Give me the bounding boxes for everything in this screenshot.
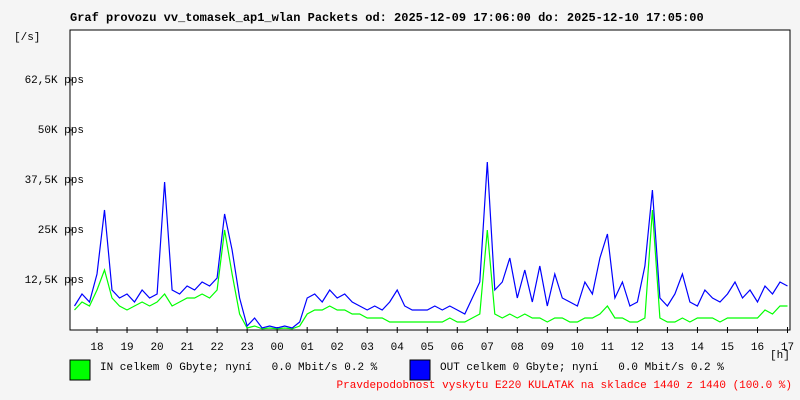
x-tick-label: 14: [691, 342, 705, 354]
x-tick-label: 03: [361, 342, 374, 354]
y-tick-label: 12,5K pps: [25, 275, 84, 287]
x-tick-label: 21: [180, 342, 194, 354]
legend-label: IN celkem 0 Gbyte; nyní 0.0 Mbit/s 0.2 %: [100, 362, 378, 374]
series-line: [73, 161, 788, 329]
x-tick-label: 02: [331, 342, 344, 354]
legend-swatch: [409, 359, 431, 381]
x-tick-label: 11: [601, 342, 615, 354]
x-tick-label: 12: [631, 342, 644, 354]
x-tick-label: 07: [481, 342, 494, 354]
x-tick-label: 04: [391, 342, 405, 354]
footer-note: Pravdepodobnost vyskytu E220 KULATAK na …: [337, 380, 792, 392]
x-tick-label: 10: [571, 342, 584, 354]
plot-area: [69, 29, 791, 331]
x-tick-label: 15: [721, 342, 734, 354]
chart-title: Graf provozu vv_tomasek_ap1_wlan Packets…: [70, 11, 704, 25]
x-tick-label: 01: [301, 342, 315, 354]
x-tick-label: 20: [150, 342, 163, 354]
legend-label: OUT celkem 0 Gbyte; nyní 0.0 Mbit/s 0.2 …: [440, 362, 724, 374]
y-tick-label: 37,5K pps: [25, 175, 84, 187]
legend-swatch: [69, 359, 91, 381]
x-axis-label: [h]: [770, 350, 790, 362]
x-tick-label: 08: [511, 342, 524, 354]
y-tick-label: 62,5K pps: [25, 75, 84, 87]
y-tick-label: 50K pps: [38, 125, 84, 137]
y-axis-label: [/s]: [14, 32, 40, 44]
x-tick-label: 00: [271, 342, 284, 354]
x-tick-label: 23: [241, 342, 254, 354]
x-tick-label: 19: [120, 342, 133, 354]
x-tick-label: 22: [211, 342, 224, 354]
x-tick-label: 09: [541, 342, 554, 354]
x-tick-label: 18: [90, 342, 103, 354]
x-tick-label: 05: [421, 342, 434, 354]
y-tick-label: 25K pps: [38, 225, 84, 237]
series-line: [74, 209, 788, 330]
x-tick-label: 16: [751, 342, 764, 354]
x-tick-label: 13: [661, 342, 674, 354]
x-tick-label: 17: [781, 342, 794, 354]
x-tick-label: 06: [451, 342, 464, 354]
